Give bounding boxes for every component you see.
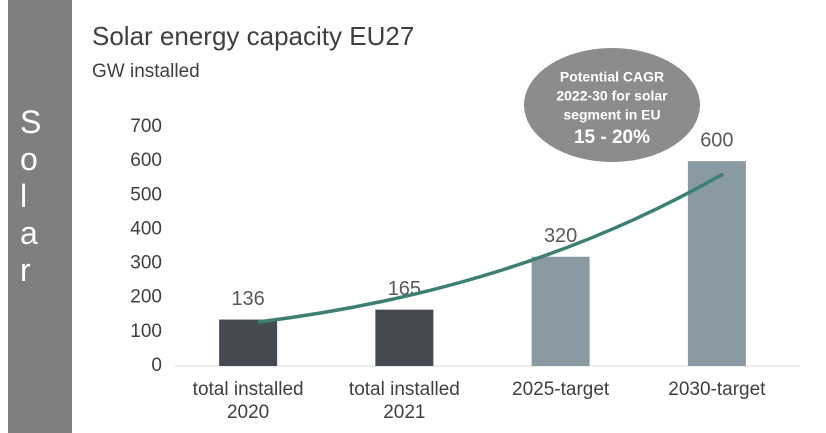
sidebar-label: Solar	[20, 104, 42, 288]
trend-curve	[257, 172, 724, 324]
annotation-text: segment in EU	[563, 107, 660, 123]
annotation-text: 2022-30 for solar	[556, 88, 668, 104]
y-tick-label: 200	[130, 287, 162, 308]
x-tick-label: total installed 2021	[348, 379, 460, 423]
bar	[219, 319, 278, 366]
sidebar	[8, 0, 72, 433]
chart-subtitle: GW installed	[92, 61, 200, 82]
y-tick-label: 0	[151, 355, 162, 376]
y-tick-label: 100	[130, 321, 162, 342]
data-label: 600	[700, 129, 733, 151]
annotation-text: Potential CAGR	[560, 69, 664, 85]
x-tick-label: 2030-target	[668, 379, 766, 400]
bar	[687, 161, 746, 366]
data-label: 136	[231, 288, 264, 310]
y-tick-label: 700	[130, 116, 162, 137]
annotation-bubble	[524, 48, 700, 162]
data-label: 320	[544, 225, 577, 247]
y-tick-label: 600	[130, 150, 162, 171]
x-tick-label: 2025-target	[512, 379, 610, 400]
bar	[375, 309, 434, 366]
bar	[531, 256, 590, 366]
x-tick-label: total installed 2020	[192, 379, 304, 423]
y-tick-label: 500	[130, 184, 162, 205]
chart-title: Solar energy capacity EU27	[92, 21, 414, 51]
y-tick-label: 400	[130, 218, 162, 239]
y-tick-label: 300	[130, 253, 162, 274]
annotation-text: 15 - 20%	[574, 127, 650, 148]
